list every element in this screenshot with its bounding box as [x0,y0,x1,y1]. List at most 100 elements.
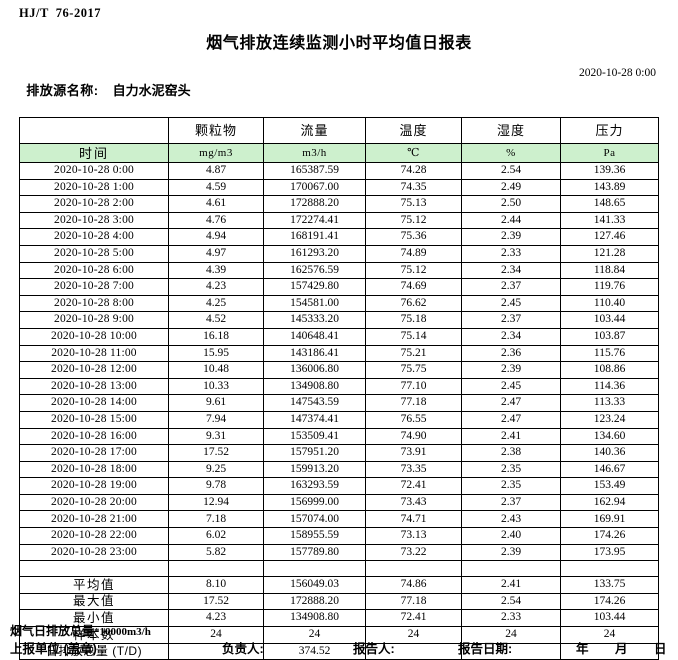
cell-time: 2020-10-28 23:00 [19,543,169,562]
cell-particulate: 16.18 [168,327,264,346]
cell-particulate: 4.61 [168,195,264,213]
summary-label: 最小值 [19,609,169,628]
column-header-particulate: 颗粒物 [168,117,264,144]
cell-time: 2020-10-28 13:00 [19,377,169,396]
cell-particulate: 4.25 [168,294,264,313]
cell-time: 2020-10-28 0:00 [19,162,169,180]
table-row: 2020-10-28 18:00 9.25 159913.20 73.35 2.35 14… [19,460,659,479]
cell-particulate: 4.52 [168,311,264,329]
table-row: 2020-10-28 14:00 9.61 147543.59 77.18 2.47 11… [19,394,659,412]
cell-pressure: 173.95 [560,543,659,562]
table-row: 2020-10-28 6:00 4.39 162576.59 75.12 2.34 118… [19,261,659,280]
summary-cell-temperature: 77.18 [365,592,462,611]
table-row: 2020-10-28 13:00 10.33 134908.80 77.10 2.45 1… [19,377,659,396]
table-row: 2020-10-28 15:00 7.94 147374.41 76.55 2.47 12… [19,410,659,429]
cell-flow: 162576.59 [263,261,366,280]
cell-flow: 168191.41 [263,228,366,246]
table-row: 2020-10-28 23:00 5.82 157789.80 73.22 2.39 17… [19,543,659,562]
cell-particulate: 4.39 [168,261,264,280]
cell-particulate: 4.87 [168,162,264,180]
table-row: 2020-10-28 20:00 12.94 156999.00 73.43 2.37 1… [19,493,659,512]
summary-cell-flow: 156049.03 [263,576,366,594]
cell-time: 2020-10-28 1:00 [19,178,169,197]
cell-particulate: 12.94 [168,493,264,512]
emission-source-value: 自力水泥窑头 [112,83,191,98]
cell-time: 2020-10-28 5:00 [19,244,169,263]
table-header-row: 颗粒物 流量 温度 湿度 压力 [19,117,659,144]
cell-flow: 163293.59 [263,477,366,495]
cell-time: 2020-10-28 19:00 [19,477,169,495]
table-row: 2020-10-28 2:00 4.61 172888.20 75.13 2.50 148… [19,195,659,213]
cell-humidity: 2.49 [461,178,561,197]
cell-time: 2020-10-28 10:00 [19,327,169,346]
cell-pressure: 121.28 [560,244,659,263]
summary-cell-pressure: 103.44 [560,609,659,628]
footer-head-label: 负责人: [222,642,264,656]
table-head: 颗粒物 流量 温度 湿度 压力 时间 mg/m3 m3/h ℃ % Pa [19,117,659,163]
cell-pressure: 115.76 [560,344,659,363]
cell-time: 2020-10-28 17:00 [19,444,169,462]
cell-particulate: 9.31 [168,427,264,446]
footer-note-unit: *10000m3/h [94,626,151,638]
cell-time: 2020-10-28 15:00 [19,410,169,429]
cell-temperature: 75.12 [365,211,462,230]
cell-temperature: 77.18 [365,394,462,412]
summary-cell-particulate: 8.10 [168,576,264,594]
cell-pressure: 148.65 [560,195,659,213]
cell-particulate: 5.82 [168,543,264,562]
table-row: 2020-10-28 8:00 4.25 154581.00 76.62 2.45 110… [19,294,659,313]
table-row: 2020-10-28 1:00 4.59 170067.00 74.35 2.49 143… [19,178,659,197]
cell-pressure: 103.87 [560,327,659,346]
column-header-humidity: 湿度 [461,117,561,144]
cell-flow: 140648.41 [263,327,366,346]
cell-temperature: 74.71 [365,510,462,529]
cell-temperature: 75.75 [365,361,462,379]
cell-humidity: 2.35 [461,460,561,479]
cell-temperature: 73.91 [365,444,462,462]
unit-humidity: % [461,143,561,163]
cell-humidity: 2.37 [461,311,561,329]
cell-temperature: 75.13 [365,195,462,213]
cell-time: 2020-10-28 18:00 [19,460,169,479]
summary-cell-pressure: 133.75 [560,576,659,594]
cell-particulate: 6.02 [168,527,264,545]
cell-humidity: 2.45 [461,377,561,396]
cell-pressure: 110.40 [560,294,659,313]
cell-pressure: 134.60 [560,427,659,446]
cell-pressure: 162.94 [560,493,659,512]
table-row: 2020-10-28 21:00 7.18 157074.00 74.71 2.43 16… [19,510,659,529]
cell-pressure: 123.24 [560,410,659,429]
cell-flow: 154581.00 [263,294,366,313]
column-header-flow: 流量 [263,117,366,144]
cell-humidity: 2.45 [461,294,561,313]
summary-cell-flow: 134908.80 [263,609,366,628]
cell-pressure: 143.89 [560,178,659,197]
cell-pressure: 140.36 [560,444,659,462]
footer-year-label: 年 [576,642,589,656]
table-row: 2020-10-28 4:00 4.94 168191.41 75.36 2.39 127… [19,228,659,246]
cell-flow: 147374.41 [263,410,366,429]
standard-code: HJ/T 76-2017 [19,6,101,20]
cell-humidity: 2.50 [461,195,561,213]
cell-humidity: 2.35 [461,477,561,495]
cell-flow: 158955.59 [263,527,366,545]
cell-humidity: 2.34 [461,261,561,280]
cell-pressure: 174.26 [560,527,659,545]
table-spacer-row [19,560,659,578]
table-summary-row: 最大值 17.52 172888.20 77.18 2.54 174.26 [19,592,659,611]
cell-temperature: 75.18 [365,311,462,329]
cell-particulate: 4.59 [168,178,264,197]
spacer-cell [560,560,659,578]
cell-temperature: 75.12 [365,261,462,280]
cell-flow: 157789.80 [263,543,366,562]
cell-particulate: 9.25 [168,460,264,479]
cell-temperature: 73.13 [365,527,462,545]
cell-temperature: 74.90 [365,427,462,446]
spacer-cell [263,560,366,578]
cell-particulate: 10.48 [168,361,264,379]
cell-flow: 156999.00 [263,493,366,512]
cell-humidity: 2.43 [461,510,561,529]
cell-temperature: 76.55 [365,410,462,429]
footer-note-text: 烟气日排放总量 [10,624,95,638]
table-row: 2020-10-28 3:00 4.76 172274.41 75.12 2.44 141… [19,211,659,230]
